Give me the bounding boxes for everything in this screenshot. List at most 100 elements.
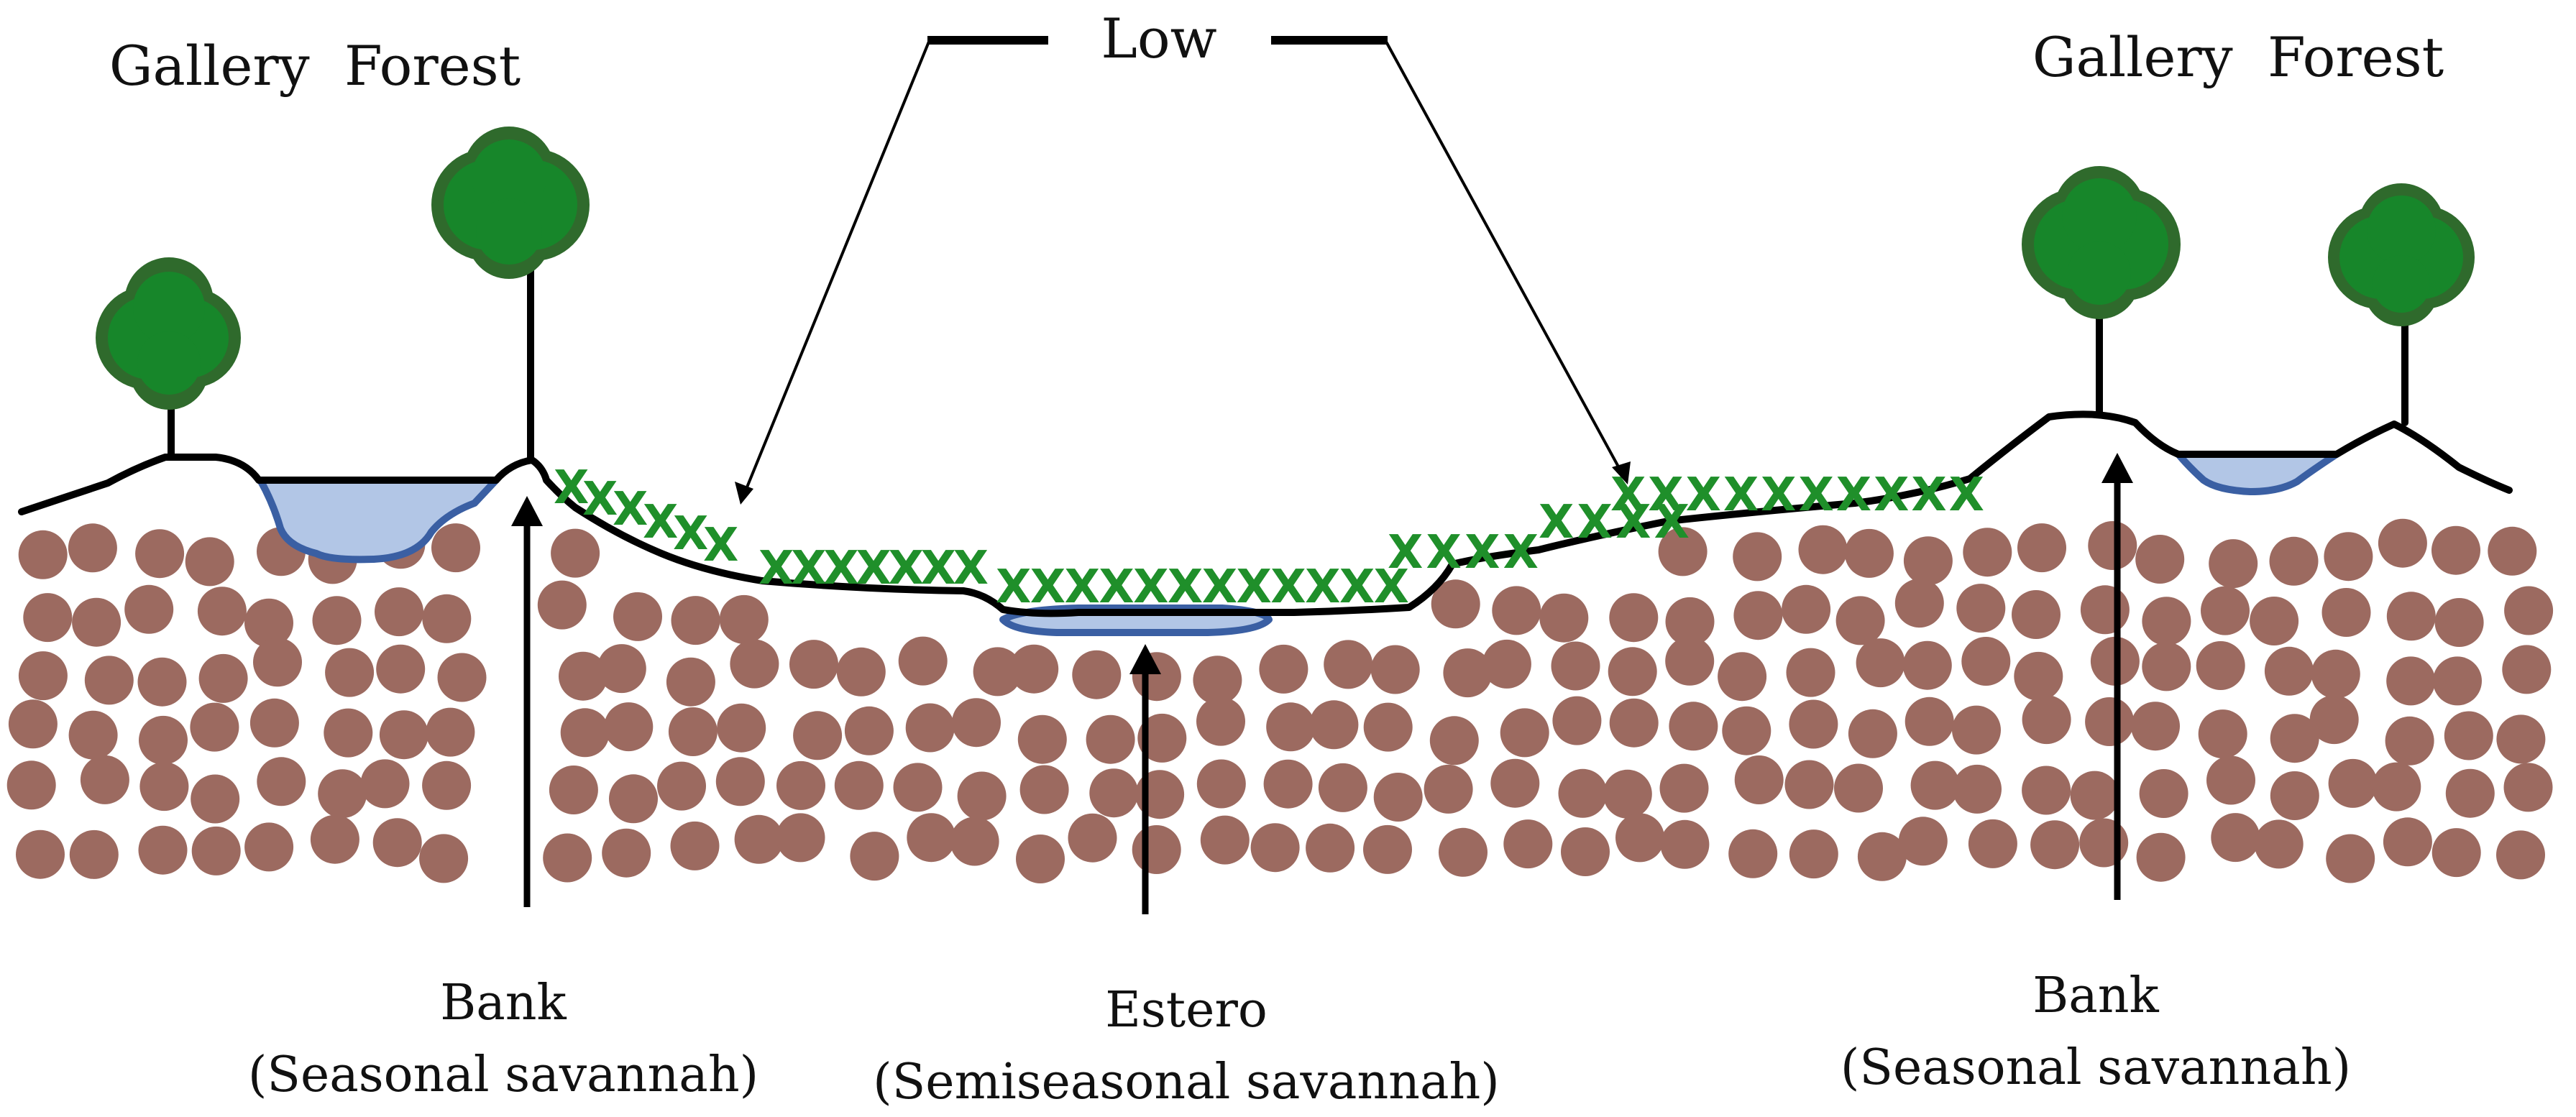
soil-pebble: [973, 647, 1022, 697]
soil-pebble: [1609, 593, 1659, 643]
soil-pebble: [1844, 528, 1894, 578]
soil-pebble: [2504, 586, 2554, 635]
estero-subtitle: (Semiseasonal savannah): [873, 1054, 1500, 1111]
soil-pebble: [2328, 758, 2378, 808]
soil-pebble: [2030, 820, 2080, 870]
soil-pebble: [379, 710, 428, 760]
soil-pebble: [1503, 819, 1553, 869]
soil-pebble: [1019, 765, 1069, 814]
soil-pebble: [2383, 817, 2432, 867]
soil-pebble: [2196, 641, 2245, 690]
soil-pebble: [2206, 755, 2255, 805]
soil-pebble: [2372, 762, 2421, 812]
soil-pebble: [2385, 716, 2434, 766]
soil-pebble: [1894, 579, 1944, 628]
soil-pebble: [717, 703, 766, 753]
soil-pebble: [1431, 579, 1480, 629]
soil-pebble: [1658, 527, 1708, 576]
soil-pebble: [1259, 644, 1308, 694]
soil-pebble: [666, 657, 715, 707]
bank-left-arrow: [511, 496, 543, 907]
soil-pebble: [244, 598, 293, 648]
soil-pebble: [310, 814, 359, 864]
soil-pebble: [1665, 597, 1715, 646]
soil-pebble: [836, 647, 886, 697]
soil-pebble: [1786, 648, 1835, 697]
soil-pebble: [1373, 773, 1423, 822]
soil-pebble: [1953, 764, 2002, 814]
soil-pebble: [375, 587, 423, 637]
soil-pebble: [1608, 647, 1657, 697]
soil-pebble: [124, 584, 174, 634]
soil-pebble: [249, 698, 299, 748]
soil-pebble: [789, 640, 838, 689]
soil-pebble: [893, 763, 943, 812]
soil-pebble: [551, 528, 600, 578]
soil-pebble: [671, 596, 720, 645]
bank-left-subtitle: (Seasonal savannah): [248, 1047, 758, 1103]
soil-pebble: [2270, 714, 2319, 763]
grass-center: XXXXXXXXXXXX: [996, 561, 1409, 614]
soil-pebble: [257, 757, 306, 806]
soil-pebble: [1603, 769, 1652, 819]
soil-pebble: [72, 597, 122, 647]
soil-pebble: [1429, 716, 1479, 766]
soil-pebble: [1615, 813, 1664, 863]
soil-pebble: [2135, 535, 2185, 584]
soil-pebble: [719, 594, 769, 644]
soil-pebble: [1490, 758, 1540, 808]
soil-pebble: [197, 587, 247, 636]
estero-title: Estero: [1105, 982, 1268, 1039]
soil-pebble: [244, 822, 294, 872]
bank-right-subtitle: (Seasonal savannah): [1841, 1039, 2351, 1096]
soil-pebble: [670, 821, 720, 870]
low-leader-left: [742, 41, 930, 497]
soil-pebble: [2080, 585, 2130, 635]
low-leader-right: [1385, 41, 1625, 477]
soil-pebble: [1660, 819, 1710, 869]
soil-pebble: [190, 702, 239, 752]
soil-pebble: [2139, 769, 2188, 818]
soil-pebble: [2254, 819, 2304, 869]
soil-pebble: [776, 813, 825, 863]
soil-pebble: [2386, 592, 2436, 641]
soil-pebble: [1318, 763, 1367, 812]
soil-pebble: [431, 523, 480, 573]
soil-pebble: [2012, 590, 2061, 639]
soil-pebble: [2503, 763, 2553, 812]
soil-pebble: [2264, 646, 2314, 696]
soil-pebble: [559, 651, 608, 701]
soil-pebble: [422, 760, 472, 810]
soil-pebble: [1952, 705, 2001, 755]
soil-pebble: [23, 593, 73, 643]
soil-pebble: [1132, 825, 1181, 874]
soil-pebble: [18, 651, 68, 701]
soil-pebble: [1196, 697, 1245, 746]
grass-left-slope-3: X: [613, 483, 648, 536]
estero-arrow: [1129, 644, 1161, 914]
soil-pebble: [198, 653, 248, 703]
soil-pebble: [1086, 714, 1135, 764]
soil-pebble: [1324, 640, 1373, 689]
soil-pebble: [1722, 706, 1771, 755]
soil-pebble: [957, 771, 1007, 821]
soil-pebble: [834, 760, 884, 810]
soil-pebble: [426, 707, 475, 757]
soil-pebble: [2311, 649, 2360, 699]
left-pond: [257, 477, 500, 564]
soil-pebble: [1009, 644, 1059, 694]
soil-pebble: [1968, 819, 2017, 868]
soil-pebble: [1200, 815, 1250, 865]
soil-pebble: [1424, 764, 1473, 814]
soil-pebble: [1363, 824, 1412, 874]
soil-pebble: [1835, 596, 1885, 645]
gallery-forest-left-label: Gallery Forest: [109, 34, 521, 98]
soil-pebble: [1798, 525, 1848, 574]
soil-pebble: [898, 636, 948, 686]
soil-pebble: [2386, 656, 2436, 706]
soil-pebble: [138, 825, 188, 875]
soil-pebble: [1263, 759, 1313, 809]
soil-pebble: [1898, 817, 1948, 866]
soil-pebble: [80, 755, 129, 804]
grass-right-3: XXXXXXXXXX: [1610, 469, 1984, 522]
